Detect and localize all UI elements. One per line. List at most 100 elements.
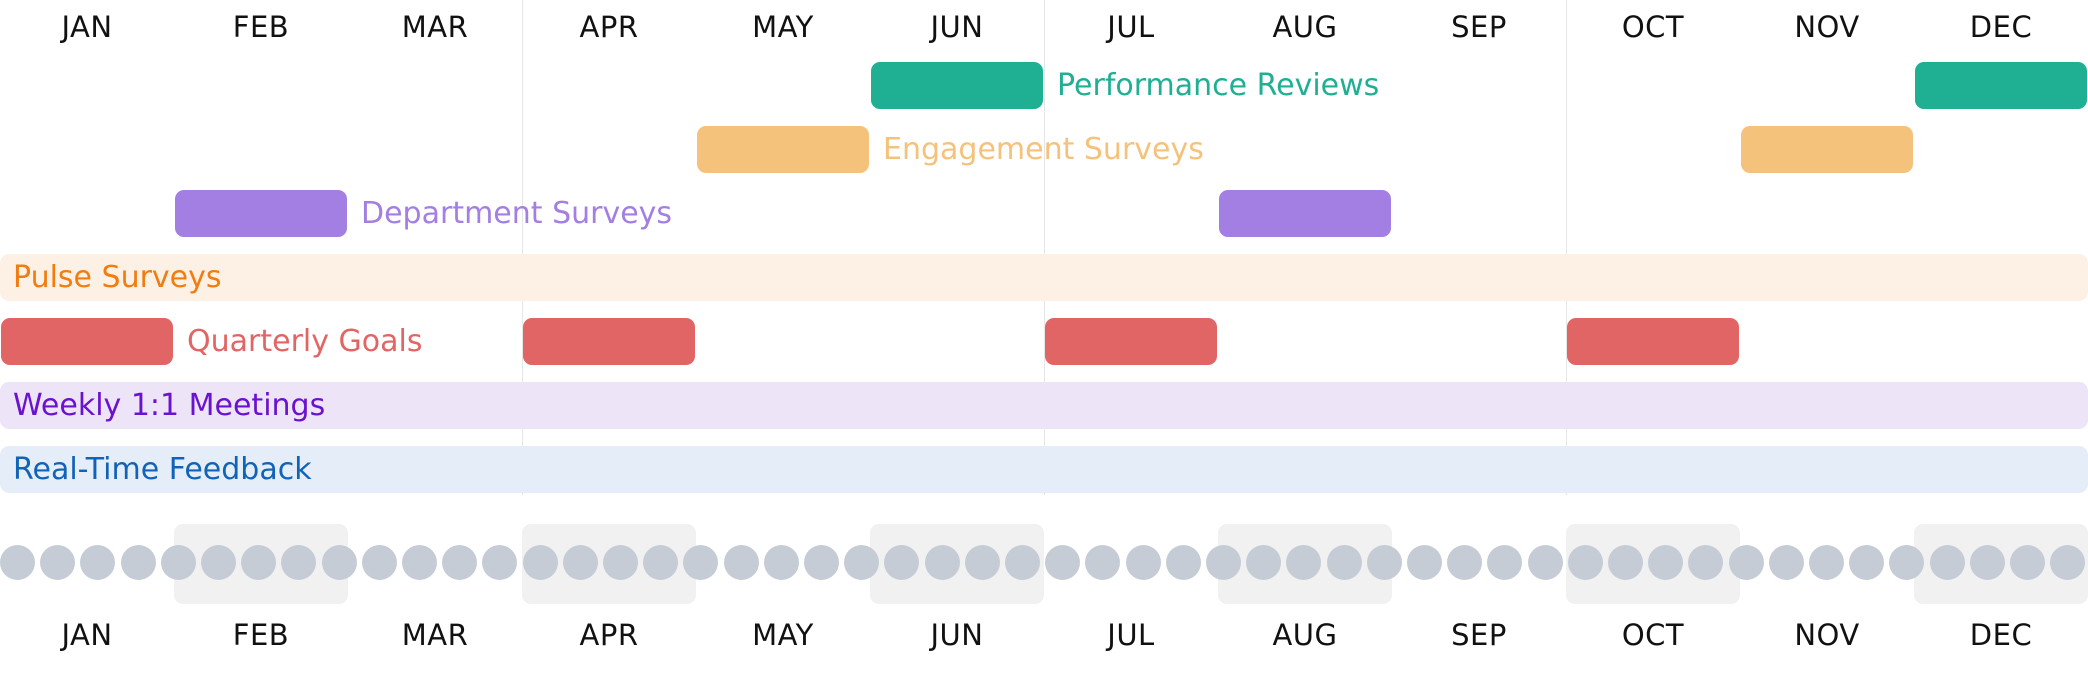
week-dot [482,545,518,580]
week-dot [80,545,116,580]
month-bottom-dec: DEC [1969,618,2033,652]
week-dot [0,545,35,580]
week-dot [964,545,1000,580]
week-dot [281,545,317,580]
month-top-mar: MAR [401,10,469,44]
label-performance: Performance Reviews [1057,68,1380,103]
week-dot [1648,545,1684,580]
label-engagement: Engagement Surveys [883,132,1204,167]
week-dot [1969,545,2005,580]
band-weekly: Weekly 1:1 Meetings [0,382,2088,429]
label-weekly: Weekly 1:1 Meetings [13,388,326,423]
week-dot [924,545,960,580]
week-dot [1849,545,1885,580]
bar-department [175,190,347,237]
week-dot [241,545,277,580]
week-dot [2010,545,2045,580]
week-dot [1206,545,1241,580]
month-top-jan: JAN [61,10,113,44]
week-dot [723,545,759,580]
label-quarterly: Quarterly Goals [187,324,423,359]
week-dot [1688,545,1724,580]
week-dot [1608,545,1643,580]
week-dot [603,545,638,580]
bar-quarterly [523,318,695,365]
bar-quarterly [1045,318,1217,365]
week-dot [1728,545,1764,580]
week-dot [1165,545,1201,580]
month-top-feb: FEB [232,10,290,44]
month-top-oct: OCT [1621,10,1685,44]
month-bottom-apr: APR [579,618,639,652]
week-dot [643,545,679,580]
month-bottom-feb: FEB [232,618,290,652]
week-dot [1085,545,1121,580]
month-top-nov: NOV [1794,10,1860,44]
week-dot [1005,545,1040,580]
quarter-divider [1566,0,1567,495]
month-bottom-jun: JUN [930,618,984,652]
week-dot [1487,545,1523,580]
week-dot [160,545,196,580]
month-top-may: MAY [752,10,814,44]
month-bottom-jan: JAN [61,618,113,652]
month-bottom-aug: AUG [1272,618,1338,652]
month-bottom-mar: MAR [401,618,469,652]
week-dot [1809,545,1844,580]
week-dot [1125,545,1161,580]
band-pulse: Pulse Surveys [0,254,2088,301]
week-dot [201,545,236,580]
bar-performance [871,62,1043,109]
month-top-sep: SEP [1451,10,1507,44]
month-bottom-oct: OCT [1621,618,1685,652]
quarter-divider [522,0,523,495]
month-bottom-jul: JUL [1107,618,1155,652]
week-dot [884,545,920,580]
week-dot [804,545,839,580]
month-bottom-nov: NOV [1794,618,1860,652]
week-dot [40,545,76,580]
quarter-divider [1044,0,1045,495]
week-dot [1889,545,1925,580]
month-top-aug: AUG [1272,10,1338,44]
week-dot [120,545,156,580]
week-dot [1286,545,1322,580]
week-dot [1407,545,1442,580]
week-dot [1929,545,1965,580]
week-dot [1447,545,1483,580]
bar-performance [1915,62,2087,109]
week-dot [442,545,478,580]
week-dot [321,545,357,580]
week-dot [2050,545,2086,580]
bar-engagement [1741,126,1913,173]
week-dot [1366,545,1402,580]
week-dot [844,545,880,580]
week-dot [522,545,558,580]
band-realtime: Real-Time Feedback [0,446,2088,493]
month-bottom-sep: SEP [1451,618,1507,652]
month-top-jul: JUL [1107,10,1155,44]
week-dot [683,545,719,580]
bar-department [1219,190,1391,237]
week-dot [1527,545,1563,580]
week-dot [763,545,799,580]
bar-engagement [697,126,869,173]
month-top-apr: APR [579,10,639,44]
week-dot [1768,545,1804,580]
week-dot [1567,545,1603,580]
month-top-jun: JUN [930,10,984,44]
month-top-dec: DEC [1969,10,2033,44]
week-dot [1246,545,1282,580]
bar-quarterly [1567,318,1739,365]
week-dot [562,545,598,580]
week-dot [1326,545,1362,580]
week-dot [402,545,437,580]
week-dot [361,545,397,580]
week-dot [1045,545,1081,580]
label-department: Department Surveys [361,196,673,231]
label-pulse: Pulse Surveys [13,260,222,295]
bar-quarterly [1,318,173,365]
month-bottom-may: MAY [752,618,814,652]
label-realtime: Real-Time Feedback [13,452,312,487]
